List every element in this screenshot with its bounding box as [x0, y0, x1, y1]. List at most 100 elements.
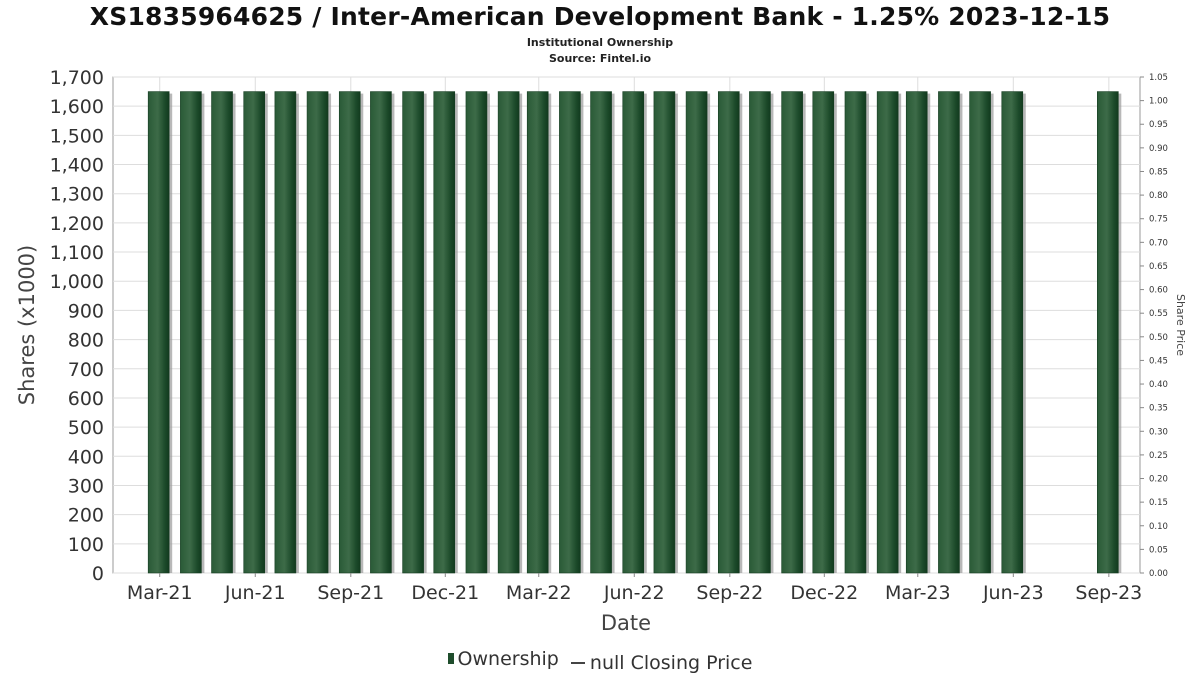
bar-body — [622, 91, 645, 574]
y2-axis: 0.00 0.05 0.10 0.15 0.20 0.25 0.30 0.35 0.40 0.45… — [1140, 73, 1168, 579]
bar[interactable] — [622, 91, 647, 574]
y2-tick-label: 0.70 — [1149, 238, 1168, 248]
bar[interactable] — [370, 91, 395, 574]
y-tick-label: 1,400 — [50, 155, 104, 177]
y2-tick-label: 0.30 — [1149, 427, 1168, 437]
y2-tick-label: 0.80 — [1149, 191, 1168, 201]
y2-tick-label: 1.00 — [1149, 97, 1168, 107]
bar[interactable] — [590, 91, 615, 574]
bar-body — [938, 91, 960, 574]
bar[interactable] — [812, 91, 837, 574]
y-tick-label: 1,700 — [50, 67, 104, 89]
bars — [147, 91, 1122, 574]
bar-body — [590, 91, 612, 574]
y2-tick-label: 0.15 — [1149, 498, 1168, 508]
bar[interactable] — [938, 91, 963, 574]
y-tick-label: 200 — [68, 505, 104, 527]
bar-body — [402, 91, 424, 574]
bar-body — [905, 91, 928, 574]
y2-axis-label: Share Price — [1174, 294, 1187, 356]
bar[interactable] — [749, 91, 774, 574]
bar-body — [433, 91, 456, 574]
x-tick-label: Sep-22 — [696, 582, 763, 604]
bar-body — [147, 91, 170, 574]
y-tick-label: 800 — [68, 330, 104, 352]
bar-body — [717, 91, 740, 574]
bar-body — [497, 91, 520, 574]
y-tick-label: 400 — [68, 446, 104, 468]
bar[interactable] — [402, 91, 427, 574]
y2-tick-label: 0.05 — [1149, 545, 1168, 555]
chart-subtitle: Institutional Ownership — [526, 36, 674, 49]
bar[interactable] — [653, 91, 678, 574]
bar[interactable] — [844, 91, 869, 574]
bar-body — [370, 91, 392, 574]
bar[interactable] — [274, 91, 299, 574]
bar-body — [749, 91, 771, 574]
y2-tick-label: 0.90 — [1149, 144, 1168, 154]
bar[interactable] — [969, 91, 994, 574]
y2-tick-label: 0.10 — [1149, 522, 1168, 532]
bar[interactable] — [781, 91, 806, 574]
y2-tick-label: 0.60 — [1149, 286, 1168, 296]
bar[interactable] — [876, 91, 902, 574]
y-tick-label: 1,000 — [50, 271, 104, 293]
y2-tick-label: 0.45 — [1149, 356, 1168, 366]
bar-body — [243, 91, 266, 574]
bar[interactable] — [526, 91, 552, 574]
y-axis-label: Shares (x1000) — [15, 245, 39, 405]
x-axis-label: Date — [601, 611, 651, 635]
legend-item-price[interactable]: null Closing Price — [567, 652, 752, 674]
bar-body — [969, 91, 991, 574]
x-tick-label: Jun-21 — [224, 582, 286, 604]
y-tick-label: 1,100 — [50, 242, 104, 264]
bar-body — [526, 91, 549, 574]
bar[interactable] — [1001, 91, 1026, 574]
bar-body — [1097, 91, 1119, 574]
y2-tick-label: 1.05 — [1149, 73, 1168, 83]
bar-body — [844, 91, 867, 574]
bar-body — [685, 91, 708, 574]
legend-ownership-label: Ownership — [457, 647, 559, 670]
y2-tick-label: 0.40 — [1149, 380, 1168, 390]
y2-tick-label: 0.75 — [1149, 215, 1168, 225]
bar[interactable] — [905, 91, 931, 574]
bar[interactable] — [465, 91, 490, 574]
bar[interactable] — [147, 91, 173, 574]
bar[interactable] — [180, 91, 205, 574]
x-tick-label: Sep-23 — [1075, 582, 1142, 604]
y2-tick-label: 0.95 — [1149, 120, 1168, 130]
legend-item-ownership[interactable]: Ownership — [447, 647, 559, 670]
bar-body — [338, 91, 361, 574]
y2-tick-label: 0.65 — [1149, 262, 1168, 272]
bar[interactable] — [433, 91, 458, 574]
y-tick-label: 300 — [68, 475, 104, 497]
bar[interactable] — [685, 91, 711, 574]
bar-body — [306, 91, 329, 574]
bar[interactable] — [1097, 91, 1122, 574]
y-tick-label: 1,300 — [50, 184, 104, 206]
legend: Ownership null Closing Price — [0, 647, 1200, 674]
y2-tick-label: 0.50 — [1149, 333, 1168, 343]
y-tick-label: 600 — [68, 388, 104, 410]
y-tick-label: 1,500 — [50, 125, 104, 147]
ownership-swatch-icon — [447, 653, 454, 664]
bar[interactable] — [306, 91, 332, 574]
y2-tick-label: 0.25 — [1149, 451, 1168, 461]
chart-source: Source: Fintel.io — [548, 52, 652, 65]
bar[interactable] — [338, 91, 364, 574]
bar[interactable] — [243, 91, 268, 574]
bar[interactable] — [497, 91, 523, 574]
x-tick-label: Mar-21 — [127, 582, 193, 604]
bar[interactable] — [717, 91, 743, 574]
y-tick-label: 500 — [68, 417, 104, 439]
bar[interactable] — [211, 91, 236, 574]
y-tick-label: 1,200 — [50, 213, 104, 235]
x-tick-label: Jun-22 — [603, 582, 665, 604]
bar-body — [559, 91, 581, 574]
price-line-swatch-icon — [570, 662, 585, 664]
bar[interactable] — [559, 91, 584, 574]
x-tick-label: Mar-23 — [885, 582, 951, 604]
bar-body — [274, 91, 297, 574]
